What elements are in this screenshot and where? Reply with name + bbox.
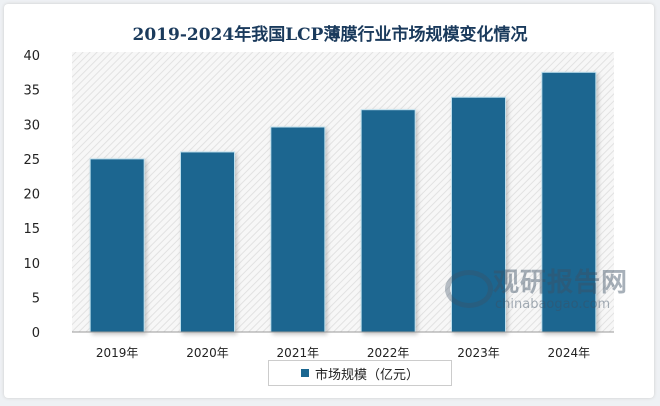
bar	[270, 126, 326, 333]
y-tick-label: 35	[23, 84, 40, 99]
y-tick-label: 40	[23, 49, 40, 64]
x-tick-label: 2022年	[367, 346, 410, 360]
bar	[89, 158, 145, 333]
bar	[360, 109, 416, 333]
bar	[541, 71, 597, 333]
y-tick-label: 5	[32, 291, 40, 306]
x-tick-label: 2024年	[548, 346, 591, 360]
y-tick-label: 15	[23, 222, 40, 237]
legend: 市场规模（亿元）	[268, 360, 452, 386]
bar	[180, 151, 235, 333]
plot-area	[72, 52, 614, 332]
y-tick-label: 10	[23, 257, 40, 272]
chart-title: 2019-2024年我国LCP薄膜行业市场规模变化情况	[132, 25, 528, 45]
watermark-logo: 观研报告网 chinabaogao.com	[445, 262, 628, 312]
y-tick-label: 0	[32, 326, 40, 341]
x-tick-label: 2019年	[96, 346, 139, 360]
x-tick-label: 2021年	[277, 346, 320, 360]
legend-label: 市场规模（亿元）	[314, 367, 419, 383]
x-tick-label: 2020年	[186, 346, 229, 360]
x-tick-label: 2023年	[457, 346, 500, 360]
y-tick-label: 25	[23, 153, 40, 168]
y-tick-label: 20	[23, 188, 40, 203]
y-tick-label: 30	[23, 118, 40, 133]
legend-swatch	[300, 369, 309, 377]
